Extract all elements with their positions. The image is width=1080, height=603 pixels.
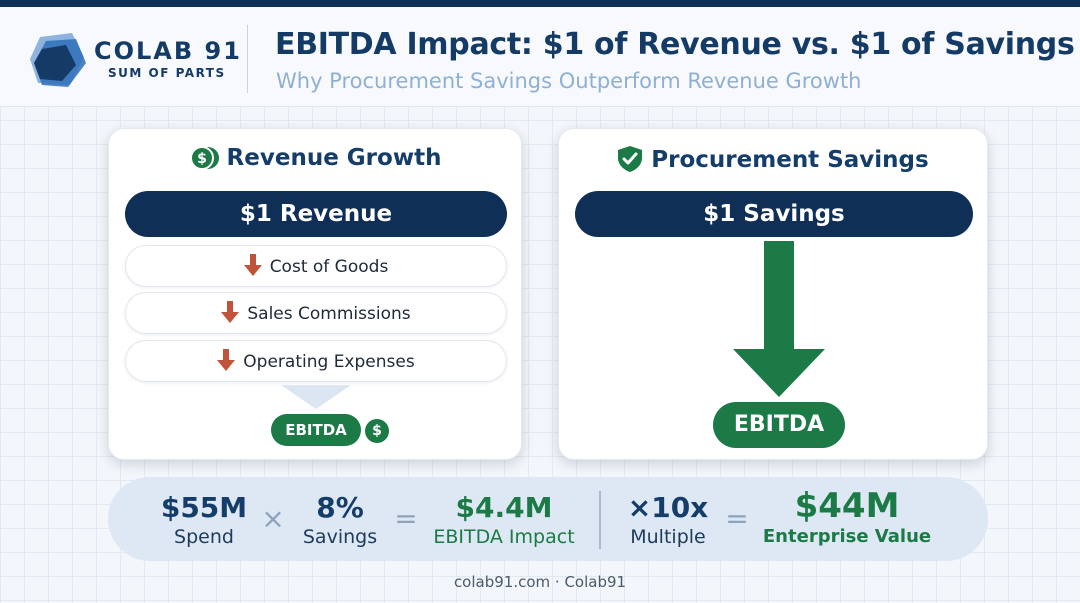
header-divider bbox=[247, 25, 248, 93]
colab91-logo-icon bbox=[30, 33, 86, 87]
header: COLAB 91 SUM OF PARTS EBITDA Impact: $1 … bbox=[0, 7, 1080, 107]
faded-down-arrow-icon bbox=[281, 385, 351, 409]
procurement-savings-card: Procurement Savings $1 Savings EBITDA bbox=[558, 128, 988, 460]
savings-value: 8% bbox=[316, 491, 364, 524]
formula-divider bbox=[599, 491, 601, 549]
savings-label: Savings bbox=[302, 526, 378, 548]
page-subtitle: Why Procurement Savings Outperform Reven… bbox=[276, 69, 862, 93]
savings-ebitda-result: EBITDA bbox=[713, 402, 845, 448]
revenue-ebitda-result: EBITDA bbox=[271, 414, 361, 446]
multiple-label: Multiple bbox=[630, 526, 706, 548]
savings-card-title: Procurement Savings bbox=[559, 145, 987, 173]
big-green-down-arrow-icon bbox=[733, 241, 825, 397]
spend-label: Spend bbox=[174, 526, 234, 548]
savings-card-title-text: Procurement Savings bbox=[651, 147, 929, 173]
revenue-card-title-text: Revenue Growth bbox=[226, 145, 442, 171]
equals-operator: = bbox=[725, 502, 749, 535]
formula-savings: 8% Savings bbox=[294, 491, 386, 549]
top-accent-bar bbox=[0, 0, 1080, 7]
impact-label: EBITDA Impact bbox=[433, 526, 575, 548]
savings-input-pill: $1 Savings bbox=[575, 191, 973, 237]
deduction-label: Operating Expenses bbox=[243, 352, 415, 372]
formula-enterprise-value: $44M Enterprise Value bbox=[754, 487, 940, 549]
svg-text:$: $ bbox=[197, 151, 207, 167]
dollar-coins-icon: $ bbox=[189, 146, 219, 170]
formula-multiple: ×10x Multiple bbox=[616, 491, 720, 549]
down-arrow-icon bbox=[243, 254, 262, 276]
impact-value: $4.4M bbox=[455, 491, 553, 524]
formula-spend: $55M Spend bbox=[156, 491, 252, 549]
brand-tagline: SUM OF PARTS bbox=[108, 66, 226, 80]
equals-operator: = bbox=[394, 502, 418, 535]
shield-check-icon bbox=[618, 146, 643, 172]
down-arrow-icon bbox=[217, 349, 236, 371]
ev-value: $44M bbox=[794, 486, 900, 526]
deduction-label: Cost of Goods bbox=[269, 257, 389, 277]
deduction-row-sales-commissions: Sales Commissions bbox=[125, 292, 507, 334]
page-title: EBITDA Impact: $1 of Revenue vs. $1 of S… bbox=[275, 27, 1075, 62]
multiply-operator: × bbox=[261, 502, 285, 535]
deduction-label: Sales Commissions bbox=[247, 304, 411, 324]
revenue-card-title: $ Revenue Growth bbox=[109, 145, 521, 171]
ev-label: Enterprise Value bbox=[762, 526, 932, 547]
multiple-value: ×10x bbox=[627, 491, 709, 524]
deduction-row-operating-expenses: Operating Expenses bbox=[125, 340, 507, 382]
formula-ebitda-impact: $4.4M EBITDA Impact bbox=[426, 491, 582, 549]
spend-value: $55M bbox=[160, 491, 248, 524]
revenue-input-pill: $1 Revenue bbox=[125, 191, 507, 237]
brand-name: COLAB 91 bbox=[94, 37, 242, 65]
revenue-growth-card: $ Revenue Growth $1 Revenue Cost of Good… bbox=[108, 128, 522, 460]
dollar-badge-icon: $ bbox=[365, 419, 389, 443]
formula-bar: $55M Spend × 8% Savings = $4.4M EBITDA I… bbox=[108, 477, 988, 561]
deduction-row-cost-of-goods: Cost of Goods bbox=[125, 245, 507, 287]
footer-text: colab91.com · Colab91 bbox=[453, 573, 627, 591]
down-arrow-icon bbox=[221, 301, 240, 323]
